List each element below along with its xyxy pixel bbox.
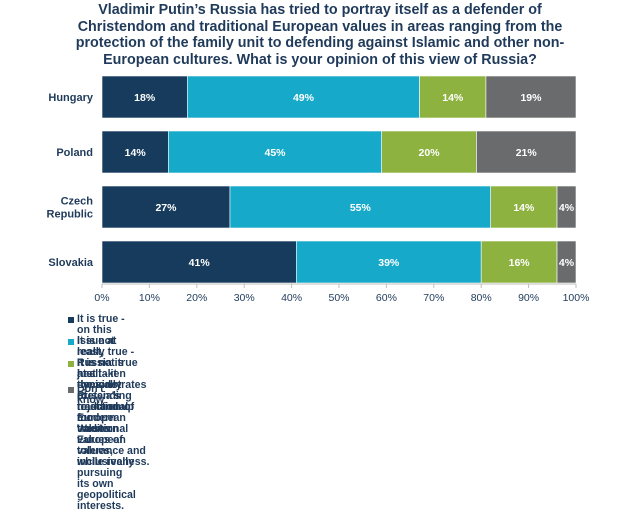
category-label-czech-republic: Czech Republic: [47, 196, 94, 221]
data-label-czech-republic-series-2: 55%: [350, 202, 372, 214]
stacked-bar-chart: Hungary 18% 49% 14% 19% Poland 14% 45% 20% 21% Cze…: [47, 75, 590, 304]
data-label-hungary-series-2: 49%: [293, 92, 315, 104]
bar-slovakia-series-3: [480, 240, 558, 284]
bar-poland-series-4: [476, 130, 577, 174]
data-label-czech-republic-series-4: 4%: [559, 202, 575, 214]
data-label-slovakia-series-2: 39%: [378, 257, 400, 269]
data-label-slovakia-series-4: 4%: [559, 257, 575, 269]
data-label-hungary-series-1: 18%: [134, 92, 156, 104]
bar-slovakia-series-2: [296, 240, 482, 284]
bar-czech-republic-series-3: [490, 185, 558, 229]
legend-swatch-dont-know: [68, 387, 74, 393]
category-label-slovakia: Slovakia: [48, 257, 94, 269]
legend-label-dont-know: Don't know: [77, 383, 105, 406]
bar-czech-republic-series-2: [229, 185, 491, 229]
category-label-hungary: Hungary: [48, 92, 94, 104]
legend-label-not-true-at-all: It is not true at all - it demonstrates …: [77, 357, 150, 468]
data-label-czech-republic-series-3: 14%: [513, 202, 535, 214]
data-label-hungary-series-4: 19%: [520, 92, 542, 104]
title-line-4: European cultures. What is your opinion …: [103, 51, 537, 68]
x-tick-label-2: 20%: [186, 292, 207, 304]
x-tick-label-7: 70%: [423, 292, 444, 304]
data-label-slovakia-series-3: 16%: [509, 257, 531, 269]
legend-swatch-not-really-true: [68, 339, 74, 345]
x-tick-label-0: 0%: [94, 292, 109, 304]
data-label-poland-series-3: 20%: [419, 147, 441, 159]
x-tick-label-3: 30%: [234, 292, 255, 304]
x-tick-label-6: 60%: [376, 292, 397, 304]
bar-poland-series-3: [381, 130, 477, 174]
x-tick-label-9: 90%: [518, 292, 539, 304]
data-label-czech-republic-series-1: 27%: [155, 202, 177, 214]
title-line-1: Vladimir Putin’s Russia has tried to por…: [98, 2, 542, 18]
title-line-2: Christendom and traditional European val…: [77, 18, 563, 35]
legend-swatch-true: [68, 317, 74, 323]
bar-hungary-series-3: [419, 75, 487, 119]
x-tick-label-8: 80%: [471, 292, 492, 304]
title-line-3: protection of the family unit to defendi…: [75, 35, 565, 51]
x-tick-label-4: 40%: [281, 292, 302, 304]
bar-hungary-series-2: [187, 75, 420, 119]
x-tick-label-1: 10%: [139, 292, 160, 304]
bar-poland-series-2: [168, 130, 382, 174]
data-label-poland-series-2: 45%: [265, 147, 287, 159]
data-label-slovakia-series-1: 41%: [189, 257, 211, 269]
bar-hungary-series-4: [485, 75, 577, 119]
data-label-poland-series-1: 14%: [125, 147, 147, 159]
legend-swatch-not-true-at-all: [68, 361, 74, 367]
bar-poland-series-1: [101, 130, 169, 174]
data-label-poland-series-4: 21%: [516, 147, 538, 159]
bar-slovakia-series-4: [556, 240, 577, 284]
bar-czech-republic-series-4: [556, 185, 577, 229]
data-label-hungary-series-3: 14%: [442, 92, 464, 104]
x-tick-label-10: 100%: [563, 292, 590, 304]
bar-slovakia-series-1: [101, 240, 297, 284]
category-label-poland: Poland: [56, 147, 93, 159]
x-tick-label-5: 50%: [328, 292, 349, 304]
chart-title: Vladimir Putin’s Russia has tried to por…: [10, 2, 630, 68]
